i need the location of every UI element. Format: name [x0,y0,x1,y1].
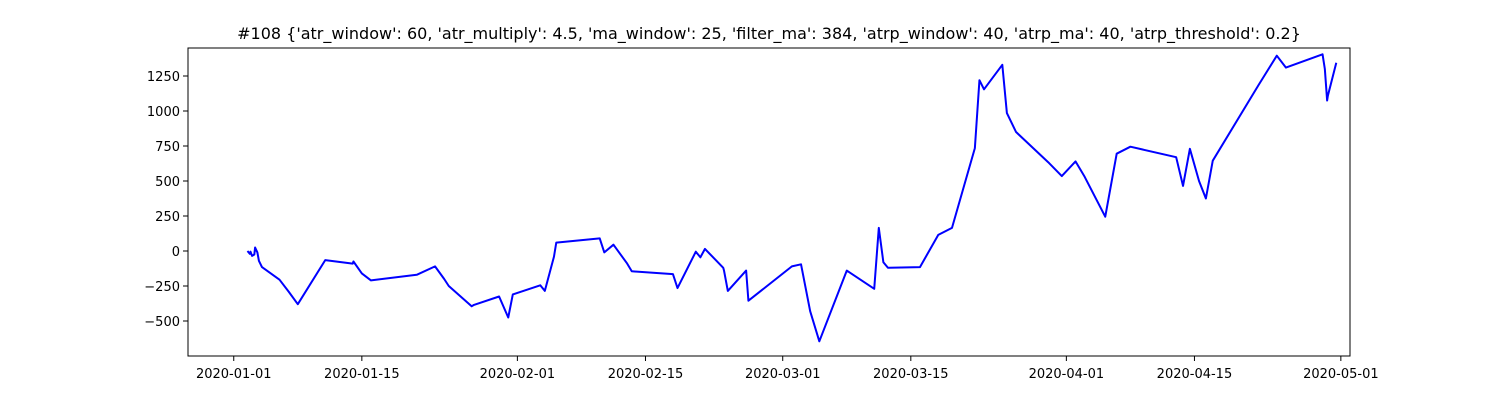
y-tick-label: −250 [144,280,180,295]
y-axis: −500 −250 0 250 500 750 1000 1250 [144,70,188,330]
x-tick-label: 2020-01-15 [324,367,400,382]
y-tick-label: 250 [155,210,180,225]
series-line [246,53,1338,343]
x-tick-label: 2020-01-01 [196,367,272,382]
x-tick-label: 2020-02-01 [480,367,556,382]
x-tick-label: 2020-02-15 [608,367,684,382]
y-tick-label: 750 [155,140,180,155]
x-axis: 2020-01-01 2020-01-15 2020-02-01 2020-02-15… [196,356,1379,382]
plot-frame [187,47,1351,357]
y-tick-label: −500 [144,315,180,330]
x-tick-label: 2020-03-01 [745,367,821,382]
x-tick-label: 2020-03-15 [873,367,949,382]
chart-title: #108 {'atr_window': 60, 'atr_multiply': … [237,24,1301,44]
x-tick-label: 2020-05-01 [1303,367,1379,382]
series-group [246,53,1338,343]
y-tick-label: 1250 [147,70,180,85]
y-tick-label: 500 [155,175,180,190]
x-tick-label: 2020-04-01 [1029,367,1105,382]
y-tick-label: 0 [172,245,180,260]
y-tick-label: 1000 [147,105,180,120]
x-tick-label: 2020-04-15 [1157,367,1233,382]
